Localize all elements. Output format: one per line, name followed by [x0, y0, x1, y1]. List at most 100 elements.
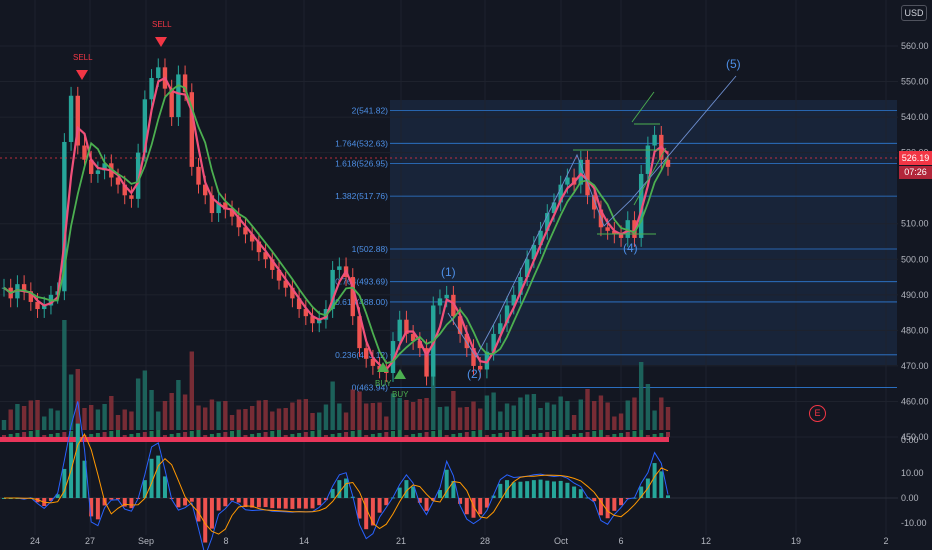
volume-oscillator-bar [109, 431, 114, 437]
volume-bar [578, 399, 584, 430]
elliott-wave-lines [447, 75, 737, 358]
volume-bar [8, 409, 13, 430]
volume-bar [263, 400, 268, 430]
macd-histogram-bar [511, 482, 516, 498]
volume-oscillator-bar [283, 435, 288, 437]
fibonacci-retracement[interactable]: 2(541.82) 1.764(532.63) 1.618(526.95) 1.382… [335, 106, 897, 393]
currency-selector[interactable]: USD [901, 5, 927, 21]
candle-body [410, 333, 416, 342]
candle-body [229, 209, 235, 217]
fib-zone-shading [390, 100, 897, 365]
macd-histogram-bar [551, 481, 556, 498]
volume-bar [357, 391, 362, 430]
price-tick-label: 470.00 [901, 361, 929, 371]
macd-histogram-bar [270, 498, 275, 509]
fib-level-label: 1(502.88) [352, 244, 389, 254]
candle-body [276, 269, 282, 281]
macd-histogram-bar [156, 455, 161, 498]
candle-body [592, 195, 597, 210]
fib-level-label: 1.382(517.76) [335, 191, 388, 201]
volume-bar [451, 391, 456, 430]
macd-histogram-bar [464, 498, 469, 515]
time-tick-label: 28 [480, 536, 490, 546]
volume-bar [62, 320, 67, 430]
volume-oscillator-bar [48, 434, 53, 437]
wave-label-2: (2) [467, 367, 482, 381]
volume-oscillator-bar [565, 435, 570, 437]
volume-oscillator-bar [357, 430, 362, 437]
volume-bar [122, 409, 127, 430]
macd-histogram-bar [243, 498, 248, 508]
volume-bar [129, 411, 134, 430]
candle-body [363, 348, 369, 359]
macd-histogram-bar [612, 498, 617, 511]
volume-bar [511, 405, 516, 430]
candle-body [102, 163, 107, 171]
macd-histogram-bar [598, 498, 603, 516]
volume-oscillator-bar [551, 431, 556, 437]
macd-histogram-bar [538, 479, 543, 498]
volume-bar [21, 406, 27, 430]
volume-bar [565, 401, 570, 430]
candle-body [511, 294, 516, 306]
volume-oscillator-bar [511, 431, 516, 437]
sell-signal-label-2: SELL [152, 20, 172, 29]
macd-tick-label: 10.00 [901, 468, 924, 478]
buy-arrow-icon [377, 362, 389, 372]
candle-body [182, 74, 188, 93]
volume-oscillator-bar [411, 434, 416, 437]
volume-bar [182, 394, 188, 430]
macd-histogram-bar [578, 489, 583, 498]
volume-oscillator [0, 430, 670, 442]
macd-histogram-bar [256, 498, 261, 508]
volume-oscillator-bar [189, 431, 194, 437]
volume-oscillator-bar [230, 431, 235, 437]
time-axis[interactable]: 24 27 Sep 8 14 21 28 Oct 6 12 19 2 [30, 536, 889, 546]
candle-body [471, 348, 476, 366]
macd-histogram-bar [223, 498, 228, 507]
candle-body [270, 259, 275, 270]
candle-body [290, 287, 295, 299]
volume-oscillator-bar [216, 433, 221, 437]
time-tick-label: 21 [396, 536, 406, 546]
volume-oscillator-bar [2, 435, 6, 437]
moving-average-pink [3, 76, 669, 371]
candle-body [176, 74, 181, 118]
volume-bar [162, 401, 168, 430]
time-tick-label: 8 [223, 536, 228, 546]
volume-bar [303, 399, 309, 430]
macd-histogram-bar [377, 498, 382, 513]
volume-oscillator-bar [256, 433, 261, 437]
volume-bar [35, 400, 40, 430]
candle-body [317, 319, 322, 324]
macd-histogram-bar [216, 498, 221, 511]
volume-oscillator-band [0, 437, 669, 442]
macd-histogram-bar [149, 458, 154, 498]
macd-histogram-bar [605, 498, 610, 519]
volume-bar [363, 403, 369, 430]
volume-bar [491, 392, 496, 430]
volume-oscillator-bar [404, 435, 409, 437]
candle-body [263, 252, 268, 260]
candle-body [652, 134, 657, 146]
candle-body [397, 319, 402, 342]
macd-histogram-bar [558, 480, 563, 498]
volume-oscillator-bar [350, 431, 355, 437]
volume-oscillator-bar [136, 433, 141, 437]
earnings-marker[interactable]: E [809, 405, 826, 422]
volume-bar [189, 351, 194, 430]
candle-body [21, 284, 27, 292]
macd-histogram-bar [337, 480, 342, 498]
volume-bar [42, 416, 47, 430]
fib-level-label: 0(463.94) [352, 382, 389, 392]
wave-label-5: (5) [726, 57, 741, 71]
candle-body [645, 145, 651, 174]
volume-oscillator-bar [437, 430, 442, 437]
candle-body [437, 298, 443, 306]
fib-level-label: 2(541.82) [352, 106, 389, 116]
volume-bar [498, 411, 503, 430]
macd-histogram-bar [129, 498, 134, 509]
volume-oscillator-bar [531, 434, 536, 437]
macd-histogram-bar [370, 498, 375, 526]
